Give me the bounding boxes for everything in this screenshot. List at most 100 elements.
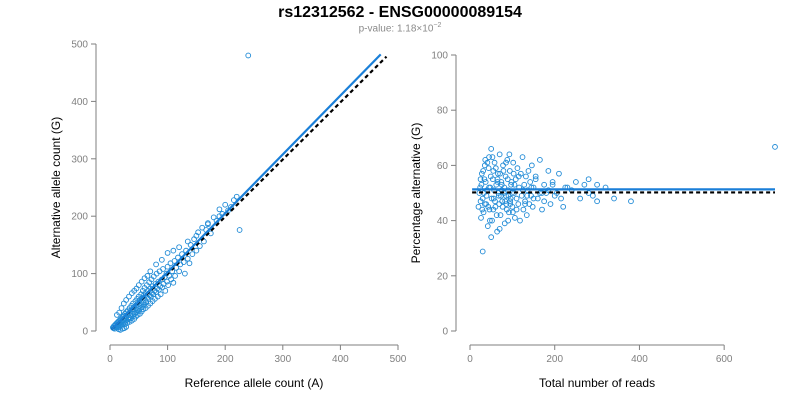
data-point bbox=[487, 217, 493, 224]
y-axis-title: Percentage alternative (G) bbox=[409, 123, 423, 264]
data-point bbox=[180, 259, 187, 265]
data-point bbox=[184, 255, 191, 262]
data-point bbox=[498, 179, 505, 185]
y-tick-label: 0 bbox=[442, 327, 448, 338]
data-point bbox=[549, 181, 556, 188]
data-point bbox=[492, 165, 499, 172]
data-point bbox=[513, 195, 520, 202]
data-point bbox=[494, 228, 500, 235]
data-point bbox=[479, 248, 486, 255]
data-point bbox=[489, 154, 496, 160]
fit-line bbox=[110, 53, 382, 331]
data-point bbox=[628, 198, 634, 205]
data-point bbox=[514, 165, 521, 172]
data-point bbox=[539, 206, 545, 213]
data-point bbox=[486, 206, 493, 213]
data-point bbox=[486, 154, 492, 160]
data-point bbox=[537, 157, 543, 163]
y-tick-label: 100 bbox=[431, 51, 448, 62]
data-point bbox=[517, 217, 523, 224]
data-point bbox=[123, 297, 129, 303]
data-point bbox=[497, 170, 503, 177]
data-point bbox=[506, 151, 513, 158]
x-tick-label: 600 bbox=[716, 354, 733, 365]
data-point bbox=[182, 270, 188, 277]
data-point bbox=[487, 173, 494, 180]
data-point bbox=[484, 223, 491, 229]
data-point bbox=[558, 195, 564, 202]
data-point bbox=[193, 247, 200, 254]
data-point bbox=[529, 203, 536, 210]
data-point bbox=[481, 201, 488, 207]
data-point bbox=[499, 203, 506, 210]
data-point bbox=[171, 258, 178, 264]
data-point bbox=[496, 151, 503, 158]
data-point bbox=[506, 168, 513, 174]
data-point bbox=[488, 145, 495, 152]
data-point bbox=[541, 198, 547, 205]
data-point bbox=[502, 198, 509, 205]
data-point bbox=[504, 157, 511, 163]
y-tick-label: 40 bbox=[437, 216, 449, 227]
data-point bbox=[135, 282, 142, 288]
data-point bbox=[488, 234, 495, 241]
y-tick-label: 200 bbox=[71, 212, 88, 223]
data-point bbox=[144, 273, 151, 279]
data-point bbox=[496, 201, 503, 207]
p-value-text: p-value: 1.18×10 bbox=[358, 23, 434, 35]
data-point bbox=[170, 279, 177, 286]
data-point bbox=[500, 162, 506, 169]
data-point bbox=[176, 268, 182, 275]
data-point bbox=[549, 179, 556, 185]
data-point bbox=[517, 170, 524, 177]
data-point bbox=[138, 278, 145, 285]
p-value-exponent: −2 bbox=[433, 22, 442, 29]
data-point bbox=[512, 214, 518, 221]
data-point bbox=[222, 201, 229, 208]
data-point bbox=[497, 212, 504, 218]
data-point bbox=[528, 162, 535, 169]
data-point bbox=[123, 324, 129, 330]
data-point bbox=[197, 243, 203, 249]
data-point bbox=[482, 179, 489, 185]
data-point bbox=[484, 159, 491, 166]
data-point bbox=[480, 168, 486, 174]
data-point bbox=[525, 168, 532, 174]
data-point bbox=[230, 197, 237, 203]
data-point bbox=[545, 168, 552, 174]
data-point bbox=[560, 203, 567, 210]
data-point bbox=[510, 159, 517, 166]
data-point bbox=[191, 236, 197, 243]
y-tick-label: 20 bbox=[437, 271, 449, 282]
x-tick-label: 100 bbox=[159, 354, 176, 365]
data-point bbox=[492, 198, 498, 205]
data-point bbox=[126, 293, 132, 300]
data-point bbox=[158, 256, 165, 263]
data-point bbox=[589, 192, 596, 199]
data-point bbox=[522, 201, 528, 207]
data-point bbox=[195, 229, 201, 236]
data-point bbox=[475, 203, 482, 210]
data-point bbox=[772, 144, 778, 150]
data-point bbox=[495, 192, 502, 199]
x-tick-label: 0 bbox=[107, 354, 113, 365]
data-point bbox=[170, 247, 177, 254]
y-tick-label: 300 bbox=[71, 154, 88, 165]
data-point bbox=[493, 181, 500, 188]
data-point bbox=[485, 165, 492, 172]
data-point bbox=[193, 232, 200, 239]
data-point bbox=[165, 282, 172, 288]
data-point bbox=[245, 52, 252, 59]
data-point bbox=[120, 300, 127, 307]
data-point bbox=[490, 206, 497, 213]
data-point bbox=[513, 206, 520, 213]
data-point bbox=[118, 305, 125, 311]
data-point bbox=[479, 170, 485, 177]
x-tick-label: 200 bbox=[217, 354, 234, 365]
data-point bbox=[164, 263, 171, 270]
data-point bbox=[527, 179, 534, 185]
data-point bbox=[233, 193, 240, 200]
data-point bbox=[519, 154, 526, 160]
data-point bbox=[503, 201, 510, 207]
